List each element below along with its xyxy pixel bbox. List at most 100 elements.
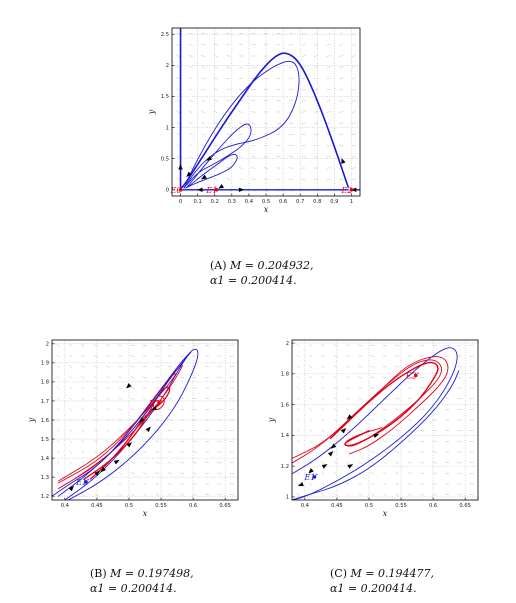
x-tick-label: 0.4 — [301, 503, 310, 509]
panel-c: E1* E2* 0.4 0.45 0.5 0.55 0.6 0.65 1 1.2 1.4 1.6 1.8… — [262, 332, 492, 532]
field-arrow — [309, 492, 313, 497]
field-arrow — [56, 365, 60, 369]
x-tick-label: 0.65 — [459, 503, 471, 509]
field-arrow — [339, 54, 344, 58]
equilibrium-point — [312, 475, 317, 479]
y-tick-label: 2 — [286, 341, 289, 347]
field-arrow — [469, 376, 474, 378]
field-arrow — [142, 355, 148, 357]
field-arrow — [432, 440, 437, 442]
field-arrow — [296, 375, 300, 379]
equilibria: E1* E2* — [303, 371, 419, 482]
field-arrow — [420, 483, 425, 485]
field-arrow — [301, 77, 306, 80]
field-arrow — [333, 376, 338, 379]
field-arrow — [358, 450, 363, 454]
field-arrow — [69, 461, 73, 465]
field-arrow — [395, 366, 400, 368]
field-arrow — [358, 376, 363, 379]
field-arrow — [226, 100, 231, 102]
field-arrow — [106, 471, 110, 475]
field-arrow — [432, 472, 437, 475]
field-arrow — [321, 471, 325, 475]
field-arrow — [201, 55, 206, 57]
field-arrow — [155, 461, 160, 464]
field-arrow — [68, 354, 73, 358]
field-arrow — [201, 77, 206, 80]
field-arrow — [201, 66, 206, 68]
field-arrow — [395, 482, 400, 486]
field-arrow — [155, 387, 160, 389]
field-arrow — [176, 88, 181, 91]
caption-b: (B) M = 0.197498, α1 = 0.200414. — [90, 566, 250, 596]
field-arrow — [263, 156, 269, 158]
field-arrow — [143, 461, 147, 464]
y-tick-label: 1.4 — [281, 433, 290, 439]
field-arrow — [276, 33, 281, 35]
field-arrow — [251, 156, 256, 158]
field-arrow — [143, 429, 147, 432]
field-arrow — [420, 430, 425, 432]
field-arrow — [238, 144, 243, 147]
x-tick-label: 0.6 — [189, 503, 197, 509]
field-arrow — [321, 376, 325, 379]
field-arrow — [345, 386, 350, 390]
field-arrow — [383, 365, 387, 368]
field-arrow — [93, 376, 98, 379]
axes: 0.4 0.45 0.5 0.55 0.6 0.65 1 1.2 1.4 1.6 1.8 2 x y — [267, 341, 471, 518]
field-arrow — [105, 344, 110, 347]
field-arrow — [263, 145, 269, 147]
equilibrium-label: E0 — [170, 186, 182, 195]
field-arrow — [370, 408, 375, 411]
field-arrow — [93, 493, 97, 497]
field-arrow — [56, 450, 60, 454]
field-arrow — [333, 354, 338, 358]
equilibrium-point — [178, 187, 183, 192]
field-arrow — [118, 344, 123, 347]
field-arrow — [105, 418, 110, 422]
field-arrow — [167, 398, 172, 400]
direction-arrow — [373, 433, 380, 438]
field-arrow — [176, 55, 181, 57]
field-arrow — [333, 386, 338, 390]
field-arrow — [395, 472, 400, 475]
field-arrow — [370, 344, 375, 347]
grid — [292, 340, 478, 500]
field-arrow — [308, 418, 313, 422]
field-arrow — [370, 461, 375, 464]
direction-arrows — [178, 156, 357, 192]
field-arrow — [81, 482, 85, 486]
x-tick-label: 0.5 — [262, 199, 270, 205]
direction-arrow — [126, 442, 133, 448]
field-arrow — [370, 482, 375, 486]
field-arrow — [201, 33, 206, 35]
field-arrow — [180, 419, 185, 421]
field-arrow — [314, 122, 319, 124]
field-arrow — [68, 344, 73, 347]
field-arrow — [383, 419, 387, 421]
field-arrow — [407, 493, 412, 496]
field-arrow — [229, 355, 234, 357]
field-arrow — [296, 429, 300, 433]
field-arrow — [205, 483, 209, 485]
field-arrow — [143, 376, 147, 379]
trajectory-3 — [183, 123, 252, 189]
y-tick-label: 1.4 — [41, 456, 50, 462]
trajectory-4 — [292, 370, 460, 500]
field-arrow — [192, 419, 197, 421]
field-arrow — [81, 344, 85, 347]
equilibrium-label: E1* — [303, 473, 318, 482]
direction-arrow — [321, 464, 328, 469]
vector-field — [176, 32, 356, 192]
field-arrow — [308, 407, 313, 411]
field-arrow — [213, 44, 218, 46]
field-arrow — [351, 66, 356, 69]
field-arrow — [432, 461, 437, 464]
field-arrow — [333, 397, 338, 400]
x-tick-label: 0.4 — [245, 199, 254, 205]
field-arrow — [420, 398, 425, 400]
field-arrow — [167, 440, 172, 443]
direction-arrow — [327, 451, 334, 457]
field-arrow — [81, 354, 85, 358]
field-arrow — [407, 472, 412, 475]
